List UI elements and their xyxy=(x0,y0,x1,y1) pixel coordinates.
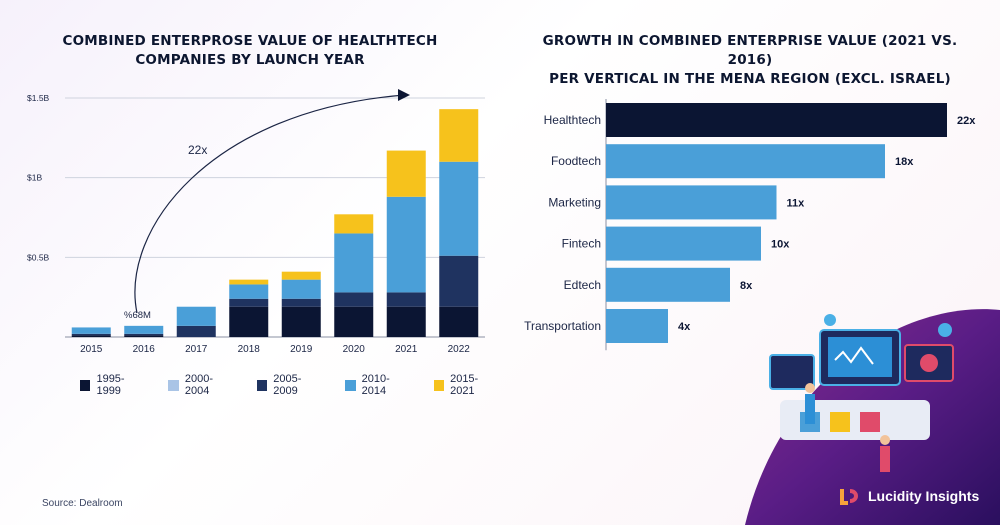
growth-arrow xyxy=(134,94,406,314)
category-label: Healthtech xyxy=(544,113,601,127)
legend-label: 2000-2004 xyxy=(184,373,213,397)
y-tick-label: $0.5B xyxy=(27,252,50,262)
value-label: 10x xyxy=(771,239,790,251)
right-chart-title: GROWTH IN COMBINED ENTERPRISE VALUE (202… xyxy=(520,32,980,89)
value-label: 4x xyxy=(678,321,691,333)
bar-segment xyxy=(124,335,164,337)
value-annotation: %68M xyxy=(124,310,151,321)
bar-segment xyxy=(71,333,111,336)
arrow-head-icon xyxy=(398,89,410,101)
bar xyxy=(606,226,761,261)
bar-segment xyxy=(71,327,111,334)
bar-segment xyxy=(439,255,479,307)
brand-icon xyxy=(840,489,858,505)
bar xyxy=(606,185,777,220)
chart-legend: 1995-1999 2000-2004 2005-2009 2010-2014 2015… xyxy=(80,373,500,397)
horizontal-bar-chart: Healthtech 22x Foodtech 18x Marketing 11x Fint… xyxy=(524,99,976,351)
bar-segment xyxy=(71,335,111,337)
bar-segment xyxy=(439,109,479,162)
stacked-bar-chart: $0.5B $1B $1.5B 2015 2016 2017 2018 2019 2020 202… xyxy=(27,89,485,355)
value-label: 18x xyxy=(895,156,914,168)
bar-segment xyxy=(386,306,426,337)
bar-segment xyxy=(386,292,426,307)
legend-item: 2000-2004 xyxy=(168,373,234,397)
source-note: Source: Dealroom xyxy=(42,498,123,509)
bar-segment xyxy=(229,298,269,307)
x-tick-label: 2021 xyxy=(395,344,418,355)
category-label: Foodtech xyxy=(551,154,601,168)
x-tick-label: 2016 xyxy=(133,344,156,355)
category-label: Marketing xyxy=(548,195,601,209)
bar-segment xyxy=(439,306,479,337)
bar-segment xyxy=(281,271,321,280)
legend-label: 2015-2021 xyxy=(450,373,479,397)
value-label: 22x xyxy=(957,115,976,127)
bar-segment xyxy=(386,196,426,293)
value-label: 8x xyxy=(740,280,753,292)
bar-segment xyxy=(124,325,164,334)
brand-logo: Lucidity Insights xyxy=(838,485,979,507)
legend-label: 2010-2014 xyxy=(361,373,390,397)
left-chart-title-line2: COMPANIES BY LAUNCH YEAR xyxy=(135,52,365,68)
bar-segment xyxy=(281,279,321,299)
legend-item: 2015-2021 xyxy=(433,373,500,397)
x-tick-label: 2015 xyxy=(80,344,103,355)
value-label: 11x xyxy=(787,197,806,209)
x-tick-label: 2017 xyxy=(185,344,208,355)
legend-swatch xyxy=(256,379,268,391)
bar-segment xyxy=(124,333,164,336)
legend-label: 2005-2009 xyxy=(273,373,302,397)
bar-segment xyxy=(281,306,321,337)
brand-name: Lucidity Insights xyxy=(868,488,980,504)
right-chart-title-line1: GROWTH IN COMBINED ENTERPRISE VALUE (202… xyxy=(542,33,958,68)
bar-segment xyxy=(334,292,374,307)
growth-annotation: 22x xyxy=(188,143,207,157)
x-tick-label: 2020 xyxy=(343,344,366,355)
bar-segment xyxy=(229,306,269,337)
left-chart-title-line1: COMBINED ENTERPROSE VALUE OF HEALTHTECH xyxy=(62,33,438,49)
legend-swatch xyxy=(168,379,179,391)
category-label: Fintech xyxy=(562,237,601,251)
legend-item: 1995-1999 xyxy=(80,373,146,397)
category-label: Edtech xyxy=(564,278,601,292)
bar-segment xyxy=(229,284,269,299)
bar-segment xyxy=(176,325,216,337)
bar-segment xyxy=(439,161,479,256)
legend-item: 2010-2014 xyxy=(345,373,411,397)
bar xyxy=(606,267,730,302)
bar-segment xyxy=(281,298,321,307)
x-tick-label: 2022 xyxy=(448,344,471,355)
bar xyxy=(606,103,947,137)
y-tick-label: $1.5B xyxy=(27,93,50,103)
bar-segment xyxy=(176,306,216,326)
category-label: Transportation xyxy=(524,319,601,333)
bar-segment xyxy=(334,306,374,337)
y-tick-label: $1B xyxy=(27,173,42,183)
x-tick-label: 2018 xyxy=(238,344,261,355)
right-chart-title-line2: PER VERTICAL IN THE MENA REGION (EXCL. I… xyxy=(549,71,951,87)
legend-swatch xyxy=(345,379,356,391)
bar-segment xyxy=(229,279,269,285)
bar xyxy=(606,144,885,179)
bar-segment xyxy=(386,150,426,197)
left-chart-title: COMBINED ENTERPROSE VALUE OF HEALTHTECH … xyxy=(40,32,460,70)
legend-swatch xyxy=(433,379,445,391)
bar-segment xyxy=(334,214,374,234)
legend-label: 1995-1999 xyxy=(96,373,125,397)
bar-segment xyxy=(334,233,374,293)
legend-item: 2005-2009 xyxy=(256,373,323,397)
x-tick-label: 2019 xyxy=(290,344,313,355)
legend-swatch xyxy=(80,379,91,391)
bar xyxy=(606,309,668,343)
